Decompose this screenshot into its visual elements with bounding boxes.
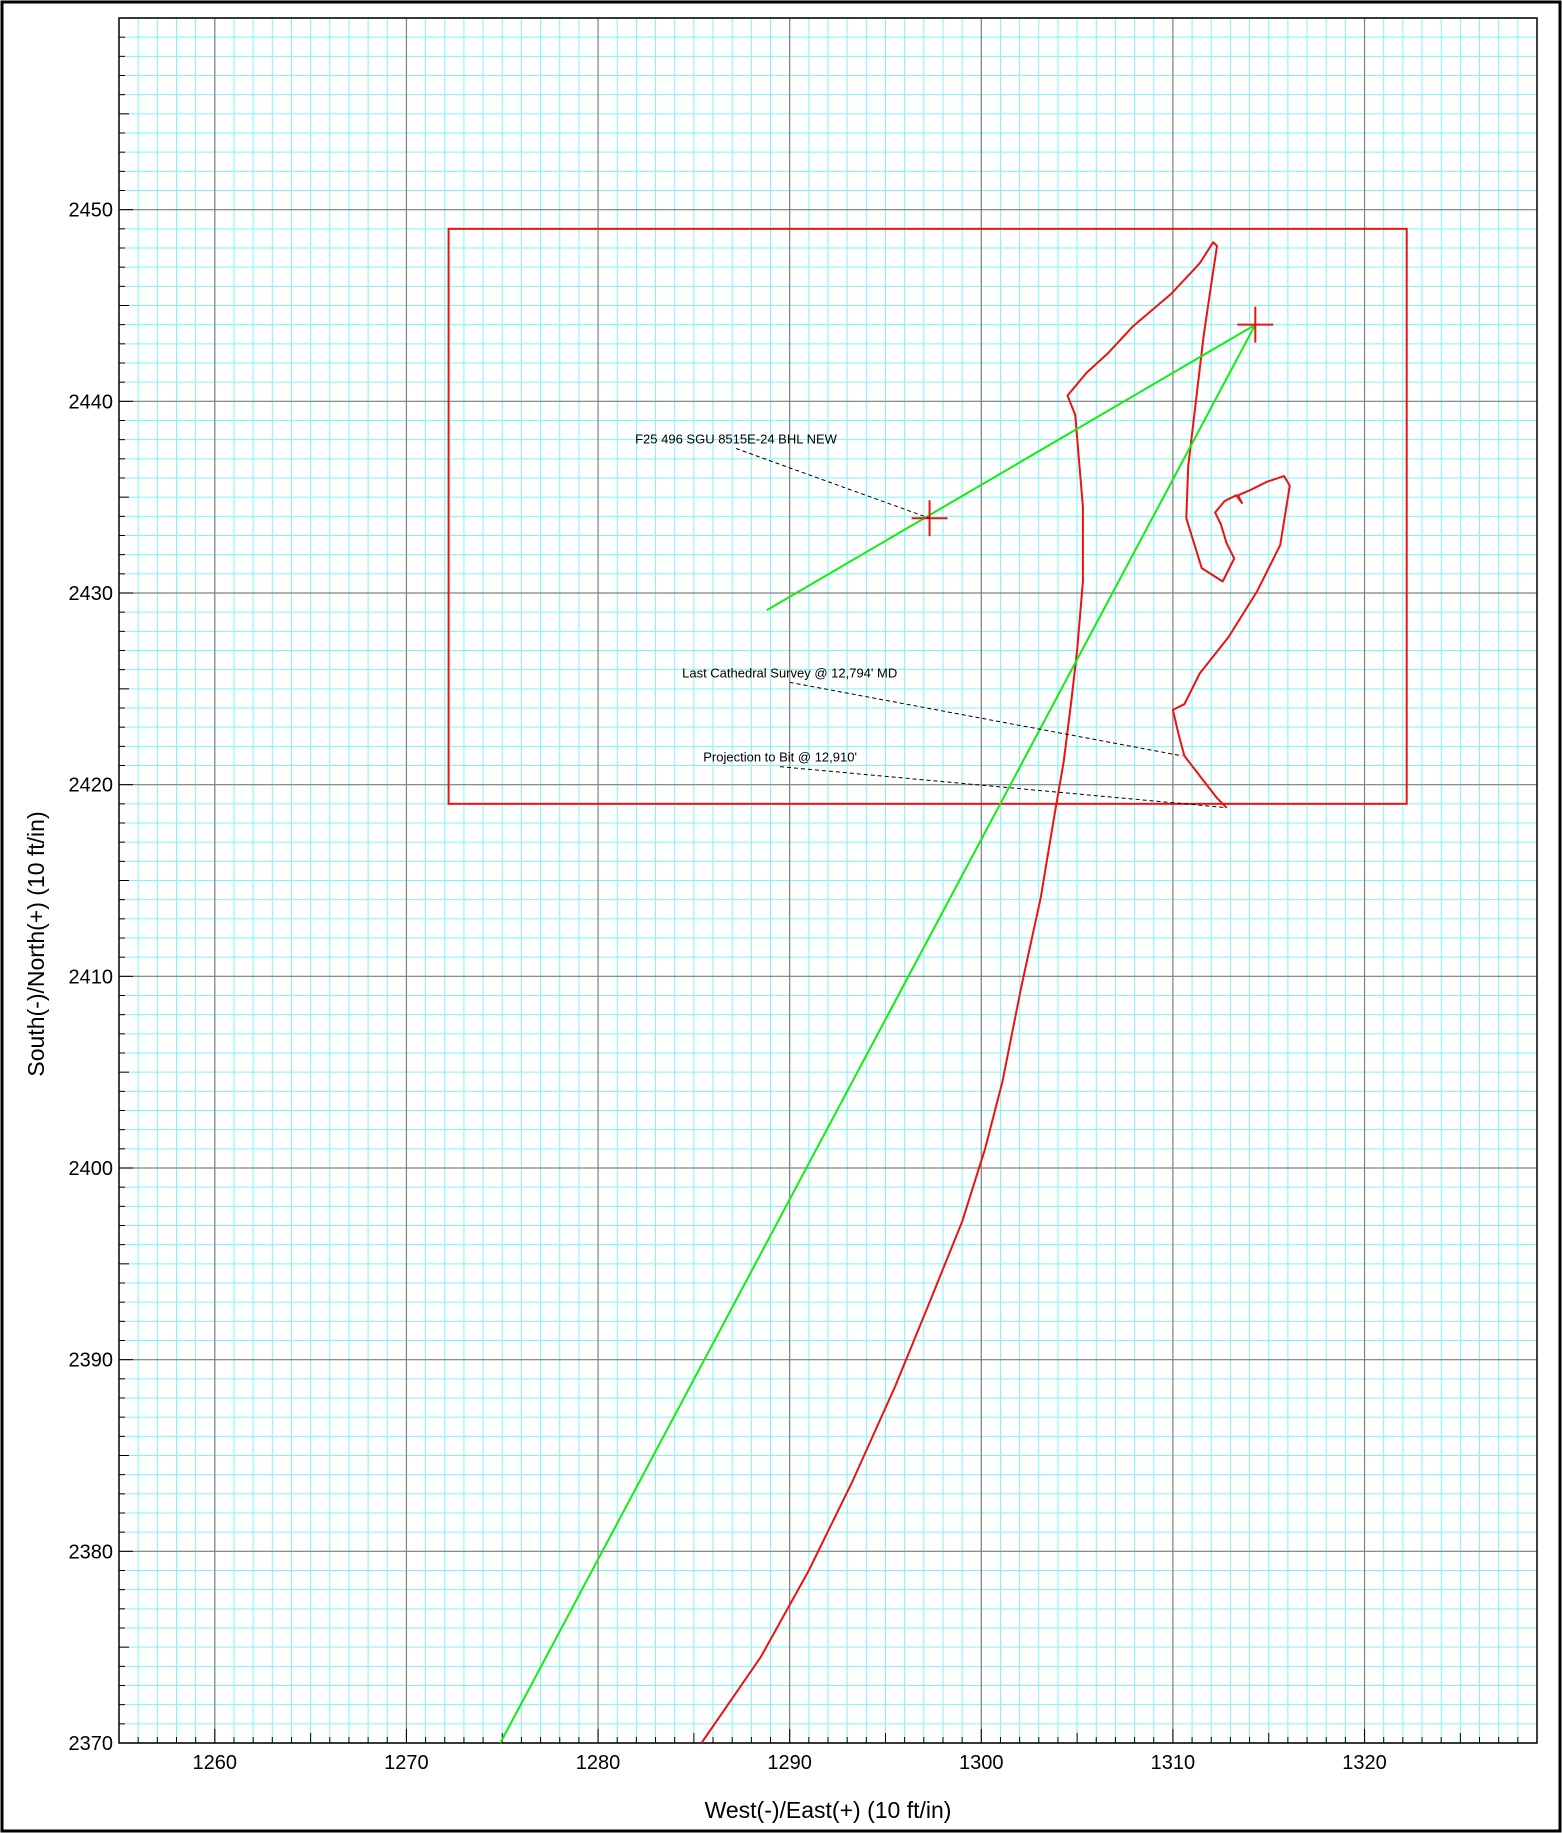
y-tick-label: 2400: [69, 1158, 114, 1180]
x-tick-label: 1260: [193, 1752, 238, 1774]
y-tick-label: 2410: [69, 966, 114, 988]
x-tick-label: 1270: [384, 1752, 429, 1774]
x-tick-label: 1320: [1342, 1752, 1387, 1774]
axes: 1260 1270 1280 1290 1300 1310 1320 2370 2380 2390…: [69, 17, 1538, 1774]
x-tick-label: 1310: [1151, 1752, 1196, 1774]
y-tick-label: 2440: [69, 391, 114, 413]
x-tick-label: 1300: [959, 1752, 1004, 1774]
annotation-leader: [789, 681, 1183, 757]
annotations-layer: F25 496 SGU 8515E-24 BHL NEW Last Cathedr…: [635, 432, 1227, 809]
annotation-label: F25 496 SGU 8515E-24 BHL NEW: [635, 432, 838, 447]
y-tick-label: 2450: [69, 200, 114, 222]
x-axis-title: West(-)/East(+) (10 ft/in): [705, 1797, 952, 1823]
target-marker: [1237, 306, 1274, 343]
annotation-label: Projection to Bit @ 12,910': [703, 750, 857, 765]
y-tick-label: 2390: [69, 1350, 114, 1372]
y-tick-label: 2380: [69, 1541, 114, 1563]
annotation-leader: [780, 766, 1227, 809]
annotation-leader: [735, 448, 930, 519]
x-tick-label: 1290: [767, 1752, 812, 1774]
actual-wellpath-line: [700, 241, 1291, 1744]
target-box-layer: [447, 227, 1408, 805]
target-box: [447, 227, 1408, 805]
y-tick-label: 2420: [69, 775, 114, 797]
annotation-label: Last Cathedral Survey @ 12,794' MD: [682, 665, 897, 680]
x-tick-label: 1280: [576, 1752, 621, 1774]
y-tick-label: 2370: [69, 1733, 114, 1755]
y-axis-title: South(-)/North(+) (10 ft/in): [23, 811, 49, 1076]
y-tick-label: 2430: [69, 583, 114, 605]
